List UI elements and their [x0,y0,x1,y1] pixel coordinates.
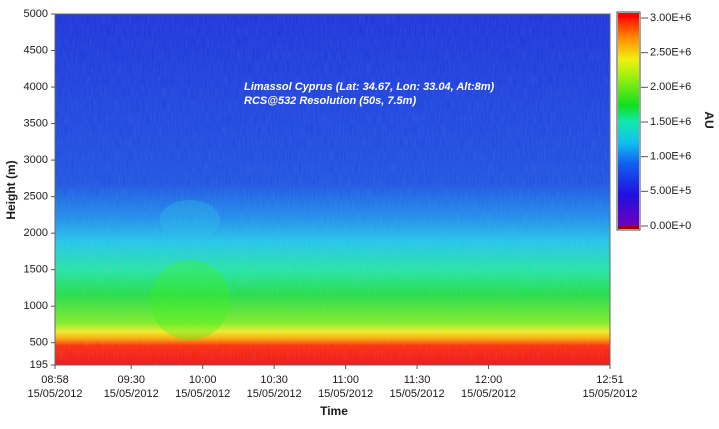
x-tick-label: 15/05/2012 [247,388,302,400]
colorbar-top [618,13,639,18]
y-tick-label: 195 [30,359,48,371]
x-tick-label: 09:30 [117,374,145,386]
colorbar-tick-label: 2.50E+6 [650,47,691,59]
heatmap-feature [150,260,230,340]
y-tick-label: 5000 [24,8,48,20]
y-tick-label: 3000 [24,154,48,166]
x-tick-label: 08:58 [41,374,69,386]
x-tick-label: 15/05/2012 [104,388,159,400]
x-tick-label: 15/05/2012 [390,388,445,400]
x-tick-label: 10:30 [260,374,288,386]
colorbar-bottom [618,226,639,229]
x-axis-title: Time [320,404,348,418]
annotation: Limassol Cyprus (Lat: 34.67, Lon: 33.04,… [244,81,495,93]
colorbar-tick-label: 1.00E+6 [650,151,691,163]
heatmap-texture [55,14,610,365]
colorbar [618,18,639,226]
y-axis-title: Height (m) [4,160,18,219]
x-tick-label: 15/05/2012 [175,388,230,400]
y-tick-label: 4500 [24,44,48,56]
x-tick-label: 15/05/2012 [27,388,82,400]
x-tick-label: 12:51 [596,374,624,386]
x-tick-label: 15/05/2012 [582,388,637,400]
x-tick-label: 11:30 [404,374,431,386]
colorbar-tick-label: 1.50E+6 [650,116,691,128]
x-tick-label: 12:00 [475,374,503,386]
x-tick-label: 15/05/2012 [318,388,373,400]
annotation: RCS@532 Resolution (50s, 7.5m) [244,95,416,107]
colorbar-frame [616,11,641,231]
colorbar-tick-label: 3.00E+6 [650,12,691,24]
x-tick-label: 10:00 [189,374,217,386]
x-tick-label: 15/05/2012 [461,388,516,400]
plot-frame [54,13,611,366]
heatmap-feature [160,200,220,240]
y-tick-label: 1500 [24,264,48,276]
colorbar-tick-label: 2.00E+6 [650,81,691,93]
y-tick-label: 1000 [24,300,48,312]
y-tick-label: 500 [30,337,48,349]
colorbar-title: AU [702,111,716,128]
x-tick-label: 11:00 [332,374,359,386]
colorbar-tick-label: 5.00E+5 [650,185,691,197]
y-tick-label: 2000 [24,227,48,239]
y-tick-label: 4000 [24,81,48,93]
y-tick-label: 2500 [24,191,48,203]
y-tick-label: 3500 [24,117,48,129]
colorbar-tick-label: 0.00E+0 [650,220,691,232]
